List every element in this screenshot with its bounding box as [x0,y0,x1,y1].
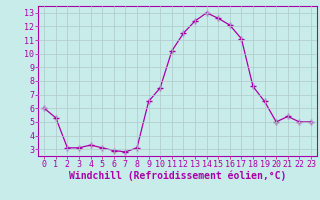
X-axis label: Windchill (Refroidissement éolien,°C): Windchill (Refroidissement éolien,°C) [69,171,286,181]
